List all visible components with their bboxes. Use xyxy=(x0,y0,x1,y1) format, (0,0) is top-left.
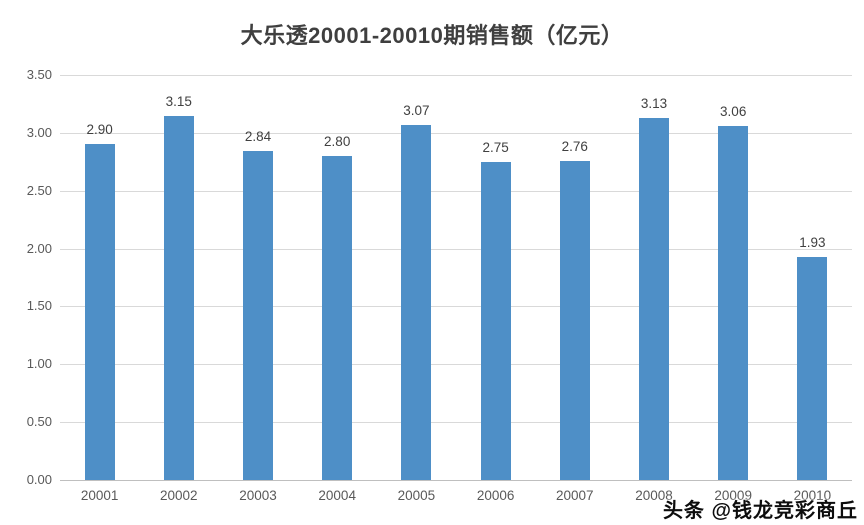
y-tick-label: 3.50 xyxy=(26,67,52,82)
x-tick-label: 20010 xyxy=(793,488,832,503)
x-tick-label: 20001 xyxy=(80,488,119,503)
x-tick-label: 20008 xyxy=(635,488,673,503)
y-tick-label: 3.00 xyxy=(26,124,52,140)
bar-value-label: 2.75 xyxy=(482,139,509,155)
bar-20008 xyxy=(639,117,669,480)
gridline xyxy=(60,248,852,250)
x-tick-label: 20004 xyxy=(318,488,356,503)
gridline xyxy=(60,306,852,308)
y-tick-label: 1.00 xyxy=(26,356,52,372)
gridline xyxy=(60,75,852,76)
bar-20005 xyxy=(401,124,432,480)
bar-value-label: 2.80 xyxy=(324,134,351,149)
bar-20003 xyxy=(243,151,273,480)
bar-20007 xyxy=(559,160,590,480)
bar-value-label: 2.84 xyxy=(244,129,272,145)
gridline xyxy=(60,132,852,134)
bar-value-label: 2.90 xyxy=(86,122,113,138)
y-tick-label: 2.00 xyxy=(26,240,52,256)
bar-value-label: 3.15 xyxy=(165,93,192,109)
bar-20004 xyxy=(322,156,353,480)
bar-20002 xyxy=(163,115,194,480)
gridline xyxy=(60,422,852,424)
x-tick-label: 20009 xyxy=(714,488,752,503)
bar-20006 xyxy=(480,161,511,480)
y-tick-label: 0.00 xyxy=(26,472,52,487)
bar-20001 xyxy=(84,144,115,480)
bar-value-label: 3.07 xyxy=(403,102,430,118)
chart-title: 大乐透20001-20010期销售额（亿元） xyxy=(240,23,624,48)
y-tick-label: 2.50 xyxy=(26,182,52,198)
plot-area: 0.00 0.50 1.00 1.50 2.00 2.50 3.00 3.50 2.90 2000… xyxy=(27,67,852,503)
y-tick-label: 0.50 xyxy=(26,414,52,430)
gridline xyxy=(60,190,852,192)
y-tick-label: 1.50 xyxy=(26,298,52,314)
watermark: 头条 @钱龙竞彩商丘 xyxy=(662,500,858,522)
x-tick-label: 20002 xyxy=(160,488,198,503)
bar-value-label: 2.76 xyxy=(561,138,588,154)
bar-value-label: 3.06 xyxy=(720,103,747,119)
x-tick-label: 20007 xyxy=(556,488,594,503)
bar-value-label: 1.93 xyxy=(799,234,826,250)
x-tick-label: 20003 xyxy=(239,488,277,503)
bar-20010 xyxy=(797,256,828,480)
bar-value-label: 3.13 xyxy=(640,95,668,111)
x-tick-label: 20005 xyxy=(397,488,436,503)
bar-20009 xyxy=(718,125,749,480)
x-tick-label: 20006 xyxy=(476,488,515,503)
x-axis-line xyxy=(60,480,852,481)
gridline xyxy=(60,364,852,366)
